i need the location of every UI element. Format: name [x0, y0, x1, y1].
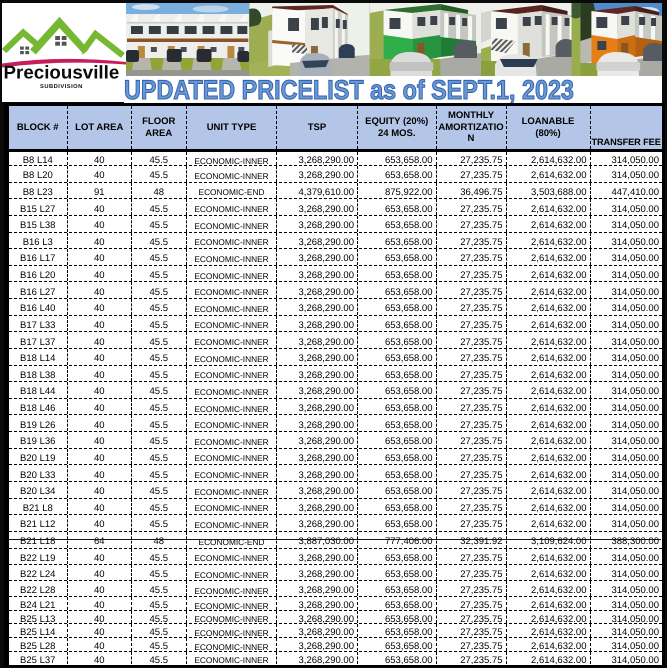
svg-text:SUBDIVISION: SUBDIVISION [40, 84, 83, 90]
svg-text:Preciousville: Preciousville [4, 62, 120, 83]
